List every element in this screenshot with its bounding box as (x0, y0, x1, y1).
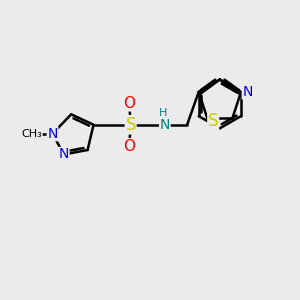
Text: CH₃: CH₃ (21, 129, 42, 139)
Text: N: N (160, 118, 170, 132)
Text: N: N (242, 85, 253, 99)
Text: N: N (47, 127, 58, 141)
Text: S: S (208, 112, 218, 130)
Text: O: O (123, 139, 135, 154)
Text: S: S (125, 116, 136, 134)
Text: N: N (58, 148, 69, 161)
Text: H: H (159, 108, 168, 118)
Text: O: O (123, 96, 135, 111)
